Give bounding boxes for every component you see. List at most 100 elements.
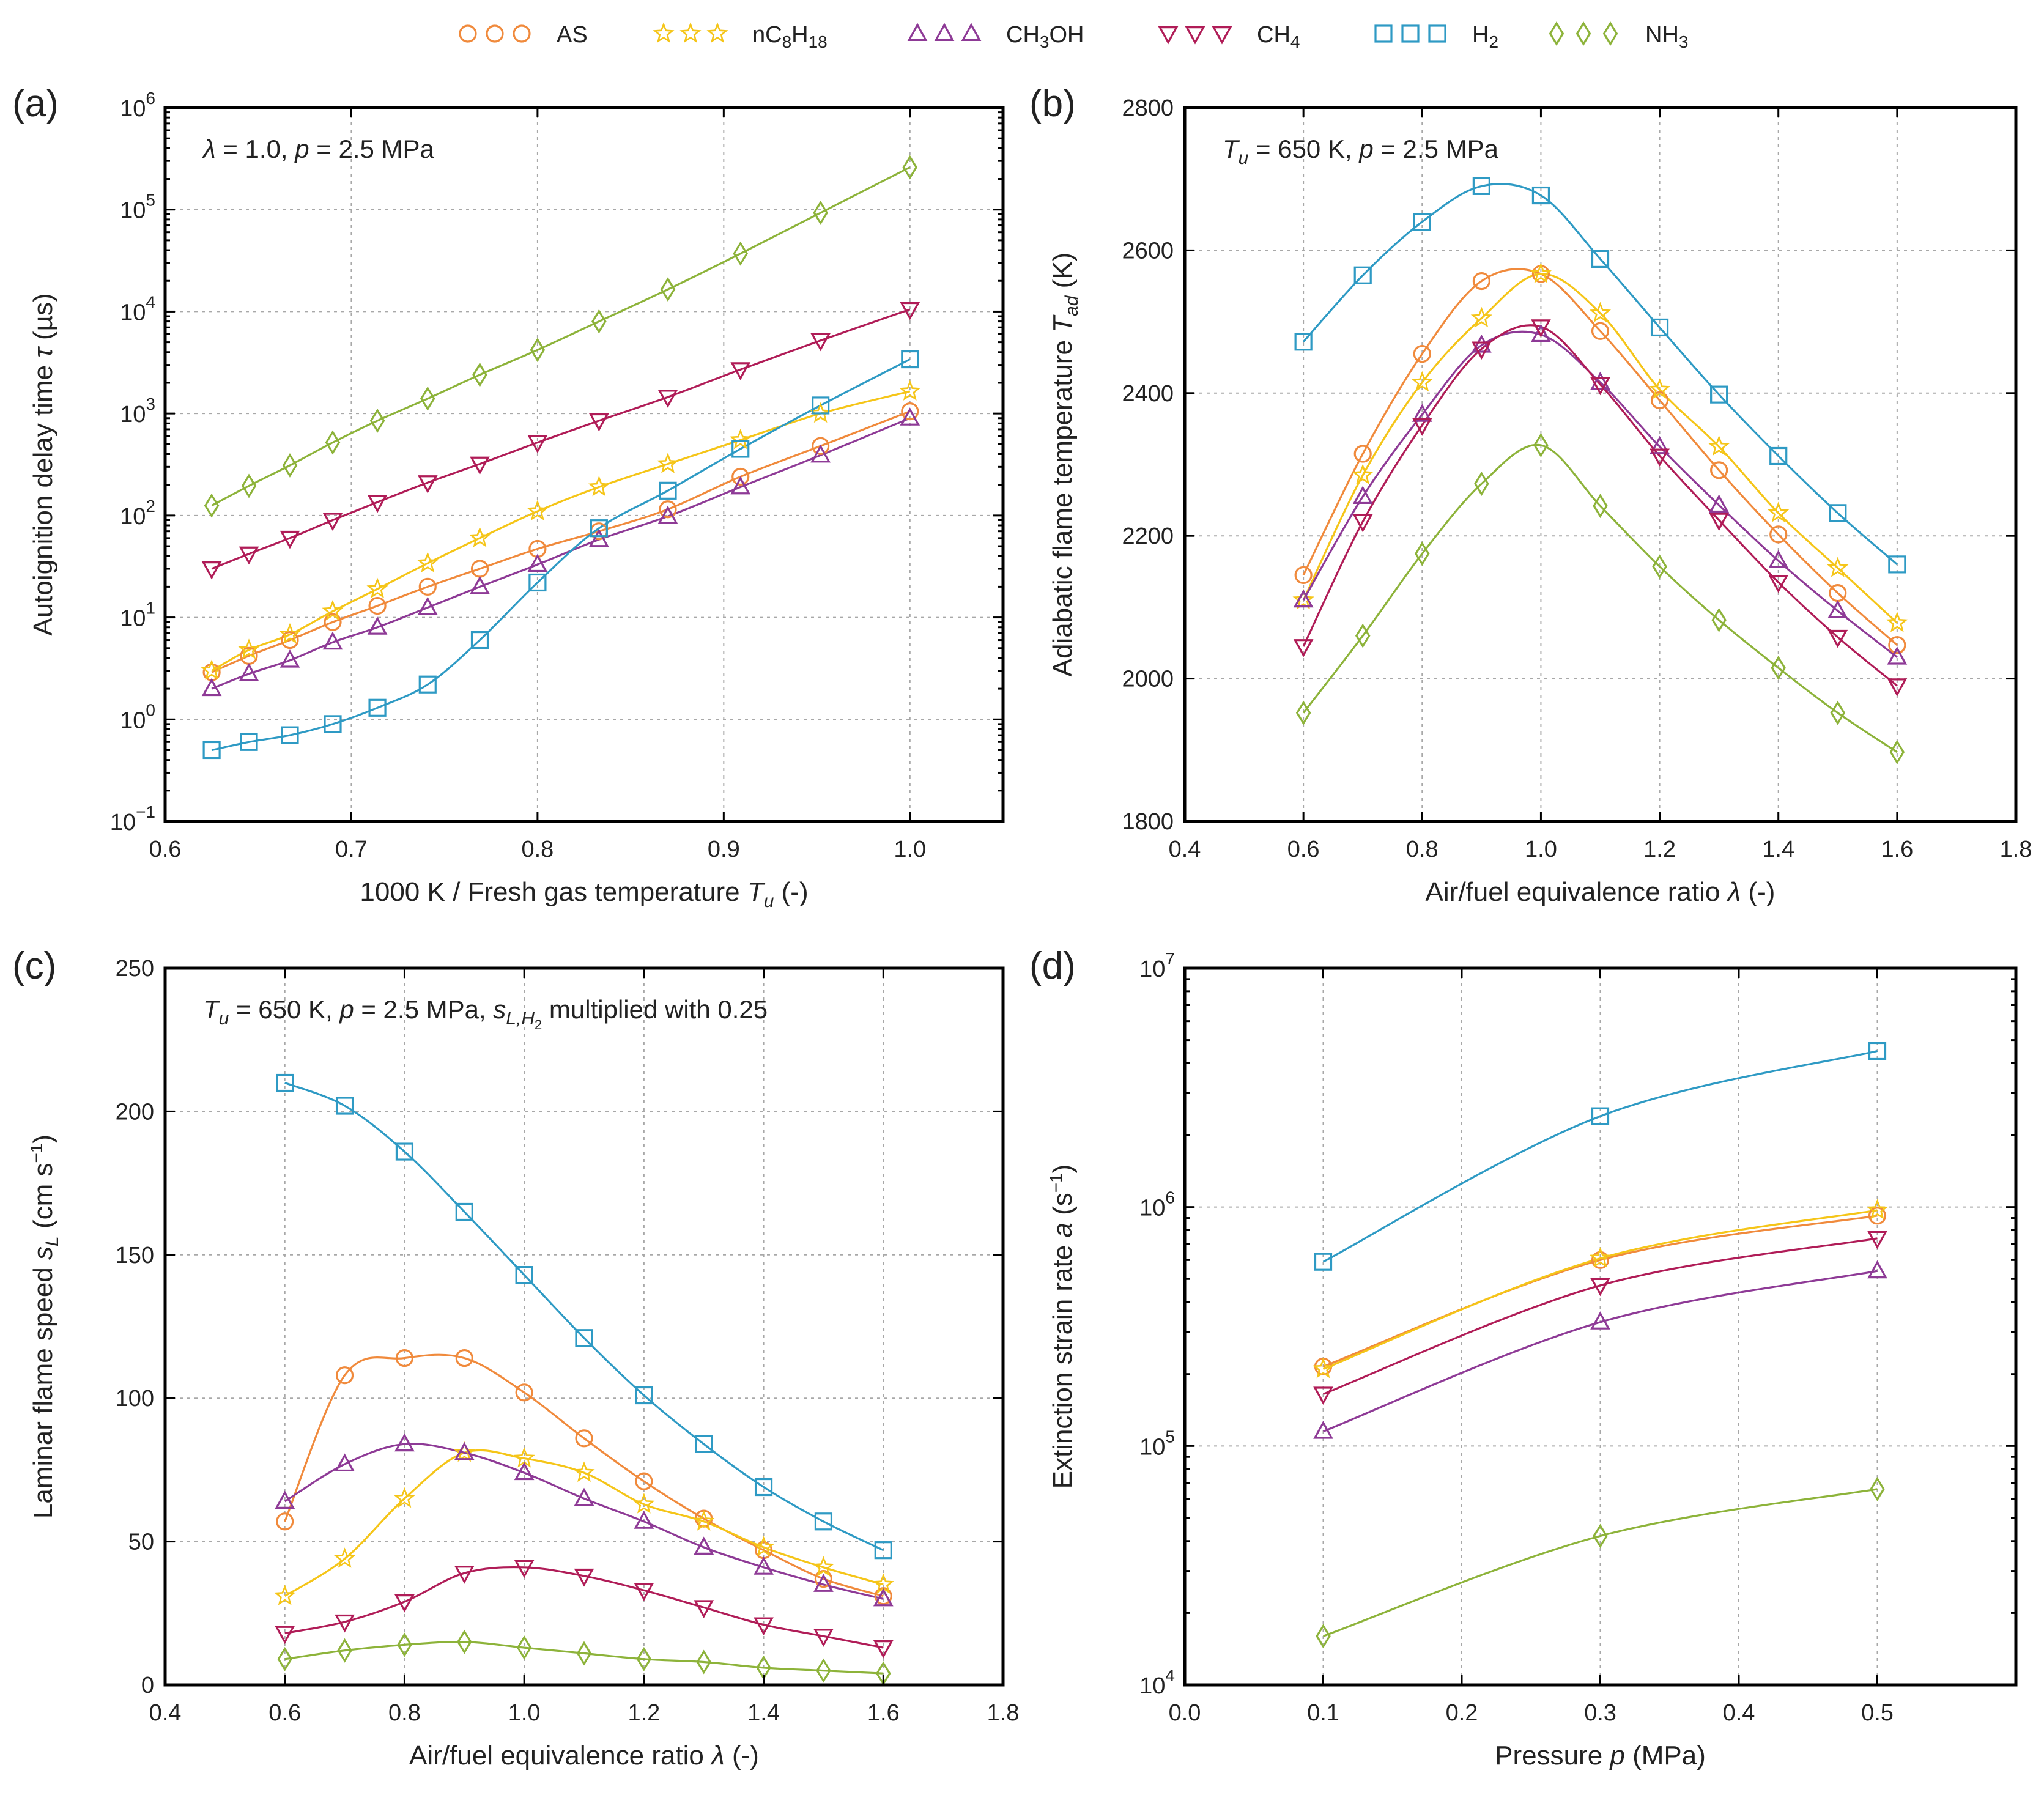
data-point-H2 [575, 1329, 593, 1347]
data-point-nC8H18 [1589, 302, 1612, 323]
grid [165, 968, 1003, 1685]
data-point-CH4 [1352, 514, 1373, 533]
y-tick-label: 2000 [1122, 667, 1174, 692]
data-point-nC8H18 [693, 1510, 715, 1531]
data-point-nC8H18 [274, 1585, 296, 1605]
y-tick-label: 2400 [1122, 381, 1174, 407]
legend-marker-H2 [1401, 24, 1420, 43]
data-point-CH4 [754, 1617, 774, 1636]
data-point-NH3 [1316, 1624, 1331, 1649]
y-tick-label: 100 [120, 700, 155, 733]
y-tick-label: 1800 [1122, 809, 1174, 835]
data-point-H2 [1294, 333, 1313, 351]
grid [1185, 968, 2016, 1685]
data-point-AS [1413, 345, 1431, 363]
data-point-AS [395, 1349, 414, 1367]
data-point-AS [368, 596, 387, 615]
series-layer [1292, 177, 1908, 764]
data-point-CH3OH [810, 444, 831, 463]
data-point-CH3OH [201, 678, 222, 697]
legend-marker-nC8H18 [653, 22, 675, 43]
data-point-AS [276, 1512, 294, 1531]
data-point-CH3OH [1650, 435, 1670, 454]
data-point-CH3OH [239, 663, 259, 681]
data-point-nC8H18 [417, 552, 439, 572]
data-point-nC8H18 [1708, 435, 1730, 456]
data-point-nC8H18 [1649, 378, 1671, 399]
data-point-NH3 [902, 155, 918, 180]
y-axis-title: Laminar flame speed sL (cm s−1) [27, 1134, 62, 1519]
x-tick-label: 0.3 [1584, 1700, 1616, 1726]
data-point-NH3 [325, 430, 341, 455]
data-point-NH3 [1533, 433, 1549, 457]
data-point-CH4 [657, 390, 678, 408]
legend-marker-AS [459, 24, 477, 43]
data-point-nC8H18 [468, 527, 491, 547]
legend-marker-nC8H18 [706, 22, 728, 43]
data-point-CH3OH [280, 649, 300, 668]
legend-label: AS [557, 22, 588, 48]
series-line-nC8H18 [1302, 273, 1898, 624]
legend-item-H2: H2 [1374, 22, 1498, 51]
data-point-CH4 [900, 302, 920, 320]
data-point-NH3 [813, 201, 828, 225]
x-tick-label: 0.5 [1861, 1700, 1894, 1726]
data-point-CH3OH [588, 528, 609, 547]
data-point-AS [1650, 391, 1669, 410]
legend-marker-CH3OH [961, 23, 982, 42]
data-point-H2 [395, 1142, 414, 1161]
data-point-AS [335, 1366, 354, 1385]
ticks: 0.0 0.1 0.2 0.3 0.4 0.5 104 105 106 107 [1139, 949, 2016, 1726]
series-line-CH3OH [284, 1443, 884, 1600]
data-point-AS [418, 577, 437, 596]
y-tick-label: 2800 [1122, 95, 1174, 121]
data-point-H2 [202, 741, 221, 760]
data-point-AS [575, 1429, 593, 1448]
data-point-CH3OH [1887, 646, 1908, 665]
y-tick-label: 103 [120, 394, 155, 427]
series-layer [274, 1073, 894, 1686]
series-line-CH3OH [1322, 1270, 1878, 1433]
data-point-nC8H18 [899, 380, 921, 401]
data-point-CH4 [394, 1594, 415, 1613]
legend-item-NH3: NH3 [1549, 21, 1688, 51]
data-point-NH3 [282, 453, 298, 478]
x-tick-label: 0.6 [268, 1700, 301, 1726]
series-layer [1312, 1042, 1889, 1649]
legend-label: CH4 [1257, 22, 1300, 51]
data-point-nC8H18 [1312, 1357, 1335, 1379]
data-point-CH4 [514, 1560, 535, 1578]
panel-annotation: Tu = 650 K, p = 2.5 MPa [1223, 135, 1499, 168]
x-tick-label: 1.2 [628, 1700, 660, 1726]
data-point-NH3 [369, 408, 385, 433]
panel-d-extinction-strain-rate: 0.0 0.1 0.2 0.3 0.4 0.5 104 105 106 107 Pressure p… [1029, 945, 2018, 1771]
data-point-H2 [1591, 250, 1610, 268]
x-tick-label: 1.2 [1643, 837, 1676, 862]
series-line-CH3OH [211, 417, 911, 690]
x-tick-label: 1.6 [1881, 837, 1913, 862]
data-point-NH3 [591, 309, 607, 334]
data-point-H2 [1829, 504, 1847, 522]
x-tick-label: 0.7 [335, 837, 368, 862]
x-tick-label: 0.4 [1723, 1700, 1755, 1726]
data-point-CH4 [1412, 418, 1432, 436]
data-point-nC8H18 [366, 577, 388, 599]
data-point-nC8H18 [810, 402, 832, 423]
data-point-NH3 [516, 1635, 532, 1660]
x-tick-label: 0.9 [708, 837, 740, 862]
y-tick-label: 50 [128, 1530, 154, 1555]
data-point-NH3 [277, 1646, 292, 1671]
data-point-CH3OH [1412, 404, 1432, 422]
data-point-CH4 [730, 362, 751, 380]
legend-marker-AS [486, 24, 504, 43]
data-point-CH3OH [813, 1574, 834, 1592]
data-point-H2 [368, 698, 387, 717]
data-point-CH3OH [1590, 371, 1610, 390]
series-line-CH4 [211, 308, 911, 570]
data-point-H2 [1769, 446, 1788, 465]
data-point-AS [1888, 636, 1906, 654]
data-point-AS [1710, 461, 1728, 479]
data-point-CH3OH [1768, 550, 1789, 569]
legend-label: CH3OH [1006, 22, 1084, 51]
legend-marker-CH4 [1212, 26, 1232, 45]
